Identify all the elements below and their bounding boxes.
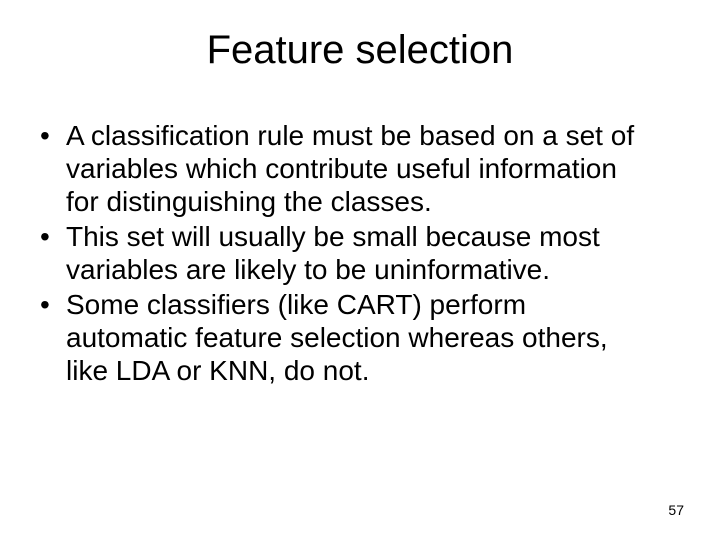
bullet-item: A classification rule must be based on a…	[36, 119, 650, 218]
page-number: 57	[668, 502, 684, 518]
bullet-item: This set will usually be small because m…	[36, 220, 650, 286]
bullet-item: Some classifiers (like CART) perform aut…	[36, 288, 650, 387]
slide-title: Feature selection	[0, 0, 720, 93]
bullet-list: A classification rule must be based on a…	[0, 119, 720, 387]
